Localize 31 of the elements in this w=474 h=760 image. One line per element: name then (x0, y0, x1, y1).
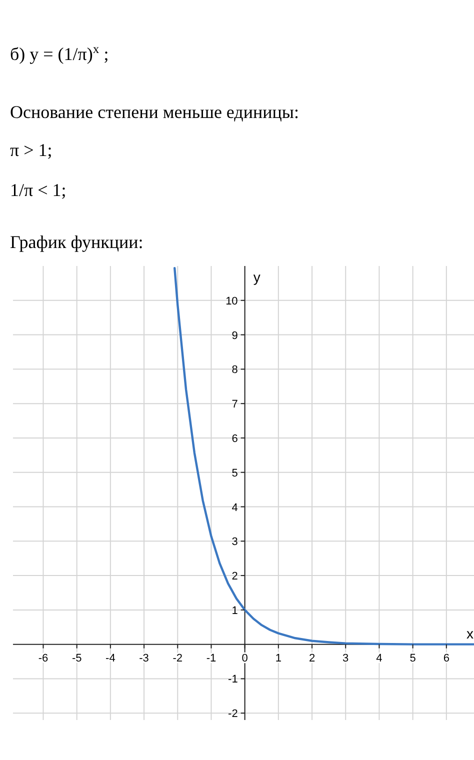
y-tick-label: 4 (232, 502, 238, 514)
y-tick-label: 10 (226, 295, 238, 308)
x-tick-label: -3 (139, 652, 149, 664)
y-tick-label: -2 (228, 708, 238, 720)
y-tick-label: 8 (232, 364, 238, 376)
x-tick-label: -6 (38, 652, 48, 664)
y-tick-label: 1 (232, 604, 238, 617)
text: График функции: (10, 232, 144, 252)
y-tick-label: 9 (232, 330, 238, 342)
x-tick-label: -2 (172, 652, 183, 664)
x-tick-label: -5 (72, 652, 82, 664)
x-tick-label: 3 (342, 652, 349, 664)
chart-title: б) y = (1/π)$^{x}$ ; (10, 42, 109, 64)
x-axis-title: x (466, 625, 474, 642)
x-tick-label: 4 (376, 652, 382, 664)
x-tick-label: 2 (308, 652, 316, 664)
x-tick-label: -1 (206, 652, 216, 664)
x-tick-label: -4 (106, 652, 116, 664)
y-tick-label: -1 (228, 674, 238, 686)
text: π > 1; (10, 140, 52, 160)
y-tick-label: 5 (232, 467, 238, 480)
x-tick-label: 6 (443, 652, 450, 664)
y-axis-title: y (253, 269, 260, 285)
y-tick-label: 7 (232, 398, 238, 411)
y-tick-label: 2 (232, 570, 238, 583)
text: 1/π < 1; (10, 180, 66, 200)
text: Основание степени меньше единицы: (10, 102, 299, 122)
x-tick-label: 5 (410, 652, 416, 664)
x-tick-label: 1 (275, 652, 282, 664)
y-tick-label: 3 (232, 536, 238, 548)
y-tick-label: 6 (232, 432, 238, 445)
